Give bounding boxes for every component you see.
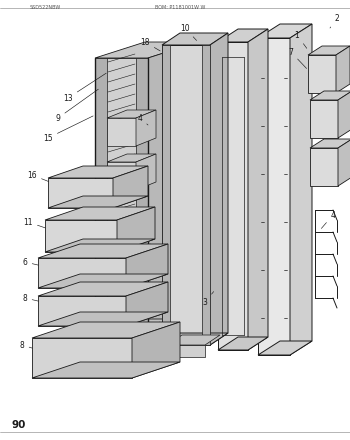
Text: BOM: P1181001W W: BOM: P1181001W W — [155, 5, 205, 10]
Text: 7: 7 — [288, 48, 307, 69]
Polygon shape — [48, 178, 113, 208]
Polygon shape — [48, 166, 148, 178]
Polygon shape — [308, 46, 350, 55]
Text: SSD522NBW: SSD522NBW — [30, 5, 61, 10]
Polygon shape — [218, 42, 248, 350]
Polygon shape — [148, 42, 198, 335]
Text: 11: 11 — [23, 217, 73, 237]
Text: 3: 3 — [203, 292, 214, 307]
Polygon shape — [338, 91, 350, 138]
Text: 4: 4 — [321, 210, 335, 228]
Polygon shape — [45, 239, 155, 252]
Polygon shape — [107, 118, 136, 146]
Polygon shape — [38, 296, 126, 326]
Text: 8: 8 — [23, 293, 66, 308]
Polygon shape — [132, 322, 180, 378]
Polygon shape — [258, 38, 290, 355]
Polygon shape — [95, 319, 198, 335]
Text: 90: 90 — [12, 420, 26, 430]
Polygon shape — [167, 345, 205, 357]
Text: 2: 2 — [330, 14, 339, 28]
Polygon shape — [136, 58, 148, 335]
Polygon shape — [210, 33, 228, 345]
Polygon shape — [336, 46, 350, 93]
Polygon shape — [32, 322, 180, 338]
Polygon shape — [136, 110, 156, 146]
Text: 14: 14 — [160, 339, 176, 355]
Text: 9: 9 — [56, 89, 98, 122]
Polygon shape — [107, 162, 136, 190]
Text: 1: 1 — [295, 30, 307, 48]
Polygon shape — [162, 33, 228, 45]
Polygon shape — [95, 58, 148, 335]
Polygon shape — [290, 24, 312, 355]
Polygon shape — [310, 139, 350, 148]
Polygon shape — [95, 42, 198, 58]
Polygon shape — [48, 196, 148, 208]
Polygon shape — [126, 282, 168, 326]
Polygon shape — [162, 45, 210, 345]
Polygon shape — [38, 312, 168, 326]
Polygon shape — [95, 58, 107, 335]
Polygon shape — [310, 148, 338, 186]
Polygon shape — [38, 274, 168, 288]
Polygon shape — [218, 337, 268, 350]
Text: 13: 13 — [63, 73, 106, 103]
Text: 18: 18 — [140, 37, 160, 51]
Polygon shape — [308, 55, 336, 93]
Text: 9: 9 — [138, 352, 154, 370]
Polygon shape — [167, 335, 220, 345]
Polygon shape — [310, 100, 338, 138]
Polygon shape — [38, 244, 168, 258]
Polygon shape — [258, 341, 312, 355]
Polygon shape — [162, 45, 170, 345]
Polygon shape — [248, 29, 268, 350]
Polygon shape — [338, 139, 350, 186]
Polygon shape — [117, 207, 155, 252]
Polygon shape — [162, 333, 228, 345]
Text: 10: 10 — [180, 23, 197, 40]
Polygon shape — [113, 166, 148, 208]
Polygon shape — [310, 91, 350, 100]
Polygon shape — [45, 220, 117, 252]
Polygon shape — [32, 338, 132, 378]
Polygon shape — [136, 154, 156, 190]
Polygon shape — [45, 207, 155, 220]
Polygon shape — [107, 154, 156, 162]
Polygon shape — [32, 362, 180, 378]
Polygon shape — [202, 45, 210, 345]
Polygon shape — [258, 24, 312, 38]
Polygon shape — [38, 282, 168, 296]
Polygon shape — [218, 29, 268, 42]
Text: 4: 4 — [138, 114, 148, 125]
Text: 6: 6 — [22, 257, 66, 271]
Text: 8: 8 — [20, 341, 63, 357]
Polygon shape — [126, 244, 168, 288]
Text: 15: 15 — [43, 116, 93, 143]
Polygon shape — [107, 110, 156, 118]
Polygon shape — [38, 258, 126, 288]
Text: 16: 16 — [27, 171, 76, 192]
